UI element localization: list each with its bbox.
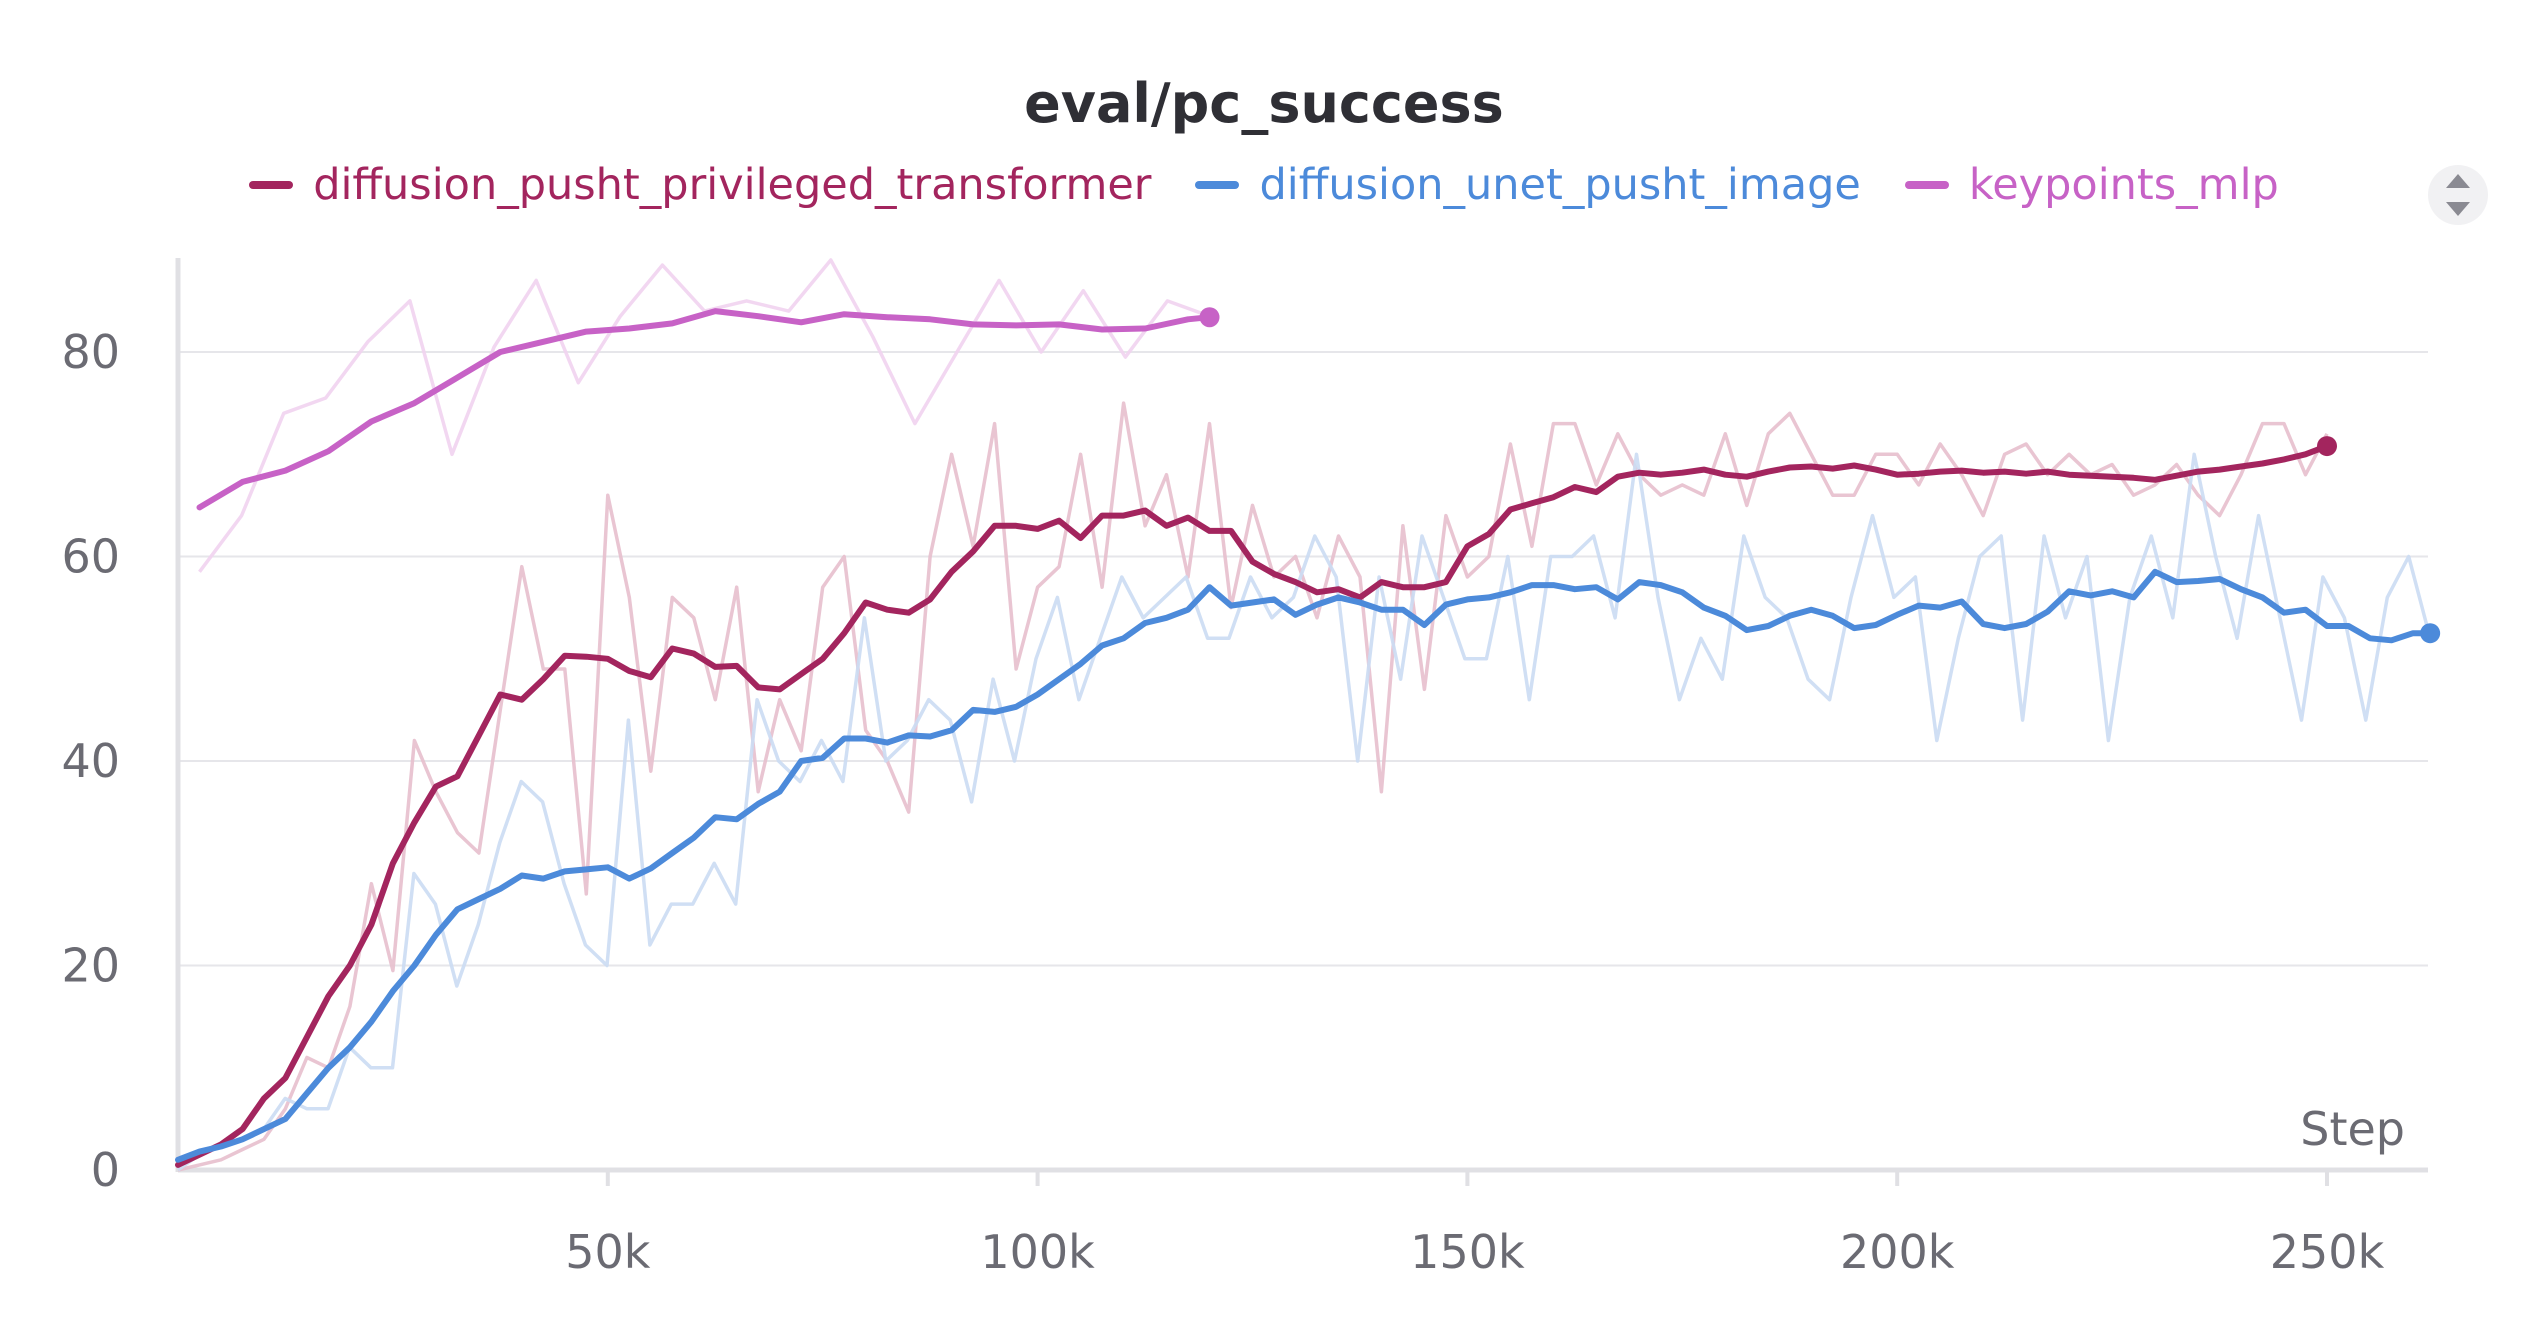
legend-label: diffusion_pusht_privileged_transformer — [313, 160, 1152, 210]
x-tick-label: 100k — [980, 1225, 1095, 1279]
legend-item-unet-image[interactable]: diffusion_unet_pusht_image — [1195, 160, 1861, 210]
legend-item-privileged-transformer[interactable]: diffusion_pusht_privileged_transformer — [249, 160, 1151, 210]
x-tick-label: 200k — [1840, 1225, 1955, 1279]
series-end-point-0 — [2317, 436, 2337, 457]
series-raw-line-0 — [177, 401, 2329, 1172]
series-end-point-1 — [2420, 623, 2441, 644]
y-tick-label: 0 — [91, 1143, 120, 1197]
legend-swatch — [249, 181, 294, 189]
legend-item-keypoints-mlp[interactable]: keypoints_mlp — [1904, 160, 2279, 210]
series-line-1 — [175, 568, 2434, 1163]
legend-swatch — [1195, 181, 1240, 189]
x-tick-label: 50k — [565, 1225, 651, 1279]
legend-scroll-arrows-icon[interactable] — [2428, 160, 2488, 230]
y-tick-label: 80 — [61, 325, 120, 379]
chart-title: eval/pc_success — [1024, 72, 1504, 135]
legend-swatch — [1904, 181, 1949, 189]
x-tick-label: 250k — [2270, 1225, 2385, 1279]
series-raw-line-2 — [198, 258, 1211, 573]
series-end-point-2 — [1199, 307, 1220, 328]
x-axis-label: Step — [2300, 1102, 2405, 1156]
y-tick-label: 60 — [61, 530, 120, 584]
legend: diffusion_pusht_privileged_transformer d… — [0, 160, 2528, 210]
y-tick-label: 20 — [61, 939, 120, 993]
series-line-0 — [175, 443, 2330, 1168]
series-raw-line-1 — [176, 452, 2432, 1172]
y-tick-label: 40 — [61, 734, 120, 788]
legend-label: diffusion_unet_pusht_image — [1259, 160, 1861, 210]
x-tick-label: 150k — [1410, 1225, 1525, 1279]
series-line-2 — [196, 308, 1213, 511]
legend-label: keypoints_mlp — [1968, 160, 2279, 210]
